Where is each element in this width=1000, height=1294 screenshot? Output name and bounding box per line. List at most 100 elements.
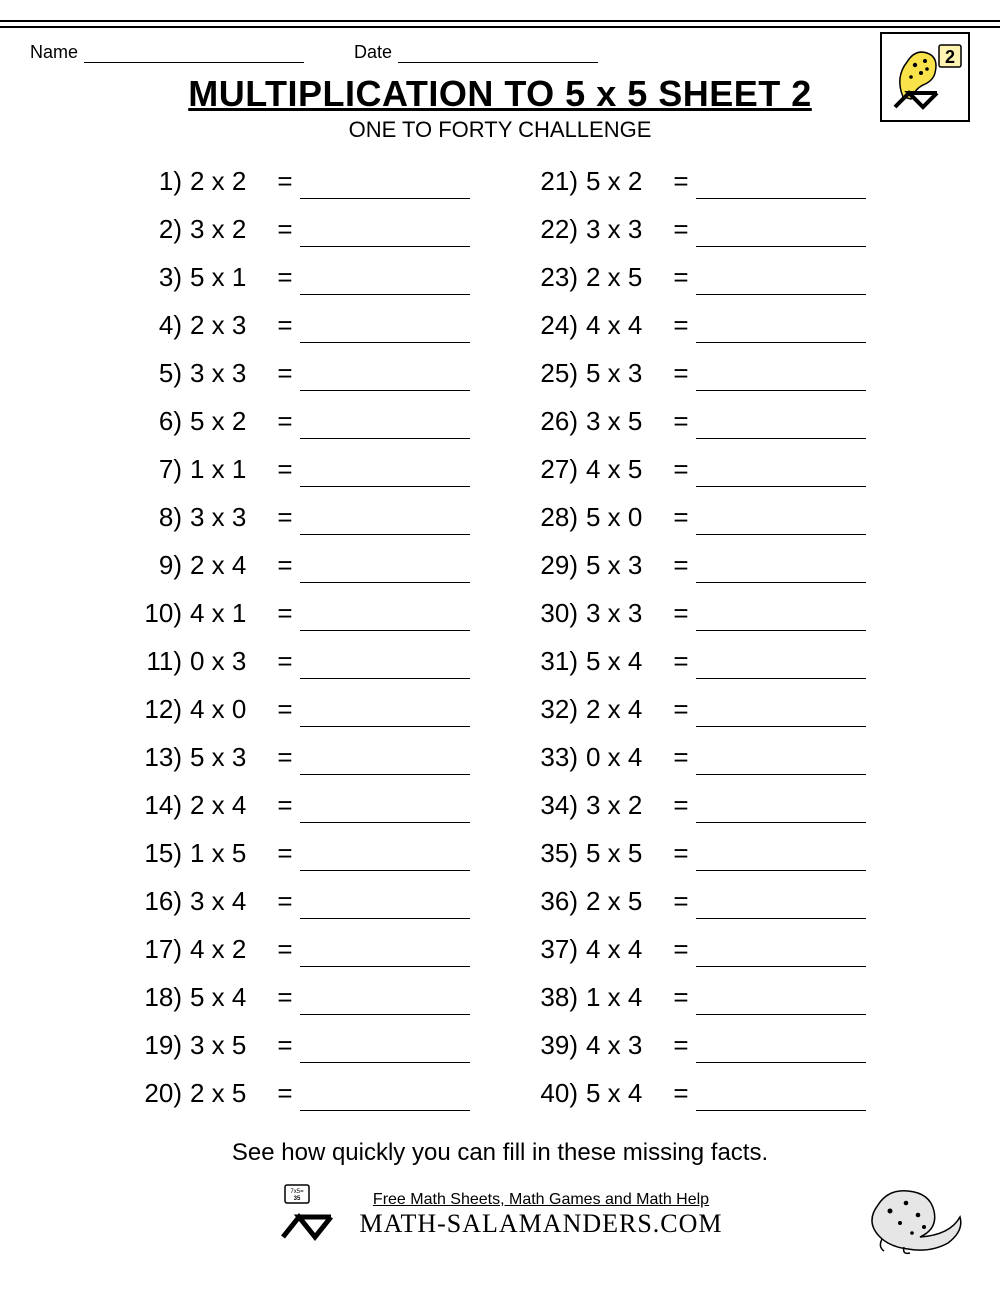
footer-tagline: Free Math Sheets, Math Games and Math He…	[359, 1191, 722, 1209]
problem-row: 30)3 x 3=	[530, 589, 866, 637]
answer-blank[interactable]	[696, 793, 866, 823]
problem-number: 31)	[530, 646, 586, 677]
answer-blank[interactable]	[696, 1081, 866, 1111]
worksheet-title: MULTIPLICATION TO 5 x 5 SHEET 2	[0, 73, 1000, 115]
problem-number: 37)	[530, 934, 586, 965]
answer-blank[interactable]	[300, 217, 470, 247]
problem-expression: 5 x 1	[190, 262, 270, 293]
equals-sign: =	[666, 406, 696, 437]
problem-number: 16)	[134, 886, 190, 917]
problem-expression: 4 x 3	[586, 1030, 666, 1061]
problems-column-right: 21)5 x 2=22)3 x 3=23)2 x 5=24)4 x 4=25)5…	[530, 157, 866, 1117]
problem-expression: 3 x 4	[190, 886, 270, 917]
name-date-fields: Name Date	[30, 38, 598, 63]
salamander-logo-icon: 2	[885, 37, 965, 117]
equals-sign: =	[270, 166, 300, 197]
problem-row: 14)2 x 4=	[134, 781, 470, 829]
problem-number: 29)	[530, 550, 586, 581]
answer-blank[interactable]	[300, 1033, 470, 1063]
answer-blank[interactable]	[300, 601, 470, 631]
answer-blank[interactable]	[696, 313, 866, 343]
footer: 7x5= 35 Free Math Sheets, Math Games and…	[0, 1177, 1000, 1262]
answer-blank[interactable]	[696, 601, 866, 631]
footer-site: MATH-SALAMANDERS.COM	[359, 1209, 722, 1239]
problem-number: 35)	[530, 838, 586, 869]
problem-row: 9)2 x 4=	[134, 541, 470, 589]
equals-sign: =	[270, 694, 300, 725]
answer-blank[interactable]	[300, 649, 470, 679]
equals-sign: =	[666, 790, 696, 821]
equals-sign: =	[270, 502, 300, 533]
answer-blank[interactable]	[696, 169, 866, 199]
problem-expression: 5 x 3	[586, 358, 666, 389]
answer-blank[interactable]	[300, 457, 470, 487]
answer-blank[interactable]	[696, 697, 866, 727]
answer-blank[interactable]	[696, 361, 866, 391]
problem-expression: 5 x 4	[586, 1078, 666, 1109]
problem-expression: 4 x 0	[190, 694, 270, 725]
answer-blank[interactable]	[300, 409, 470, 439]
problem-expression: 0 x 3	[190, 646, 270, 677]
answer-blank[interactable]	[300, 361, 470, 391]
problem-expression: 2 x 3	[190, 310, 270, 341]
problem-number: 10)	[134, 598, 190, 629]
problem-expression: 1 x 5	[190, 838, 270, 869]
answer-blank[interactable]	[696, 457, 866, 487]
answer-blank[interactable]	[696, 937, 866, 967]
grade-badge-number: 2	[945, 47, 955, 67]
answer-blank[interactable]	[300, 985, 470, 1015]
equals-sign: =	[270, 598, 300, 629]
problem-row: 39)4 x 3=	[530, 1021, 866, 1069]
answer-blank[interactable]	[696, 217, 866, 247]
answer-blank[interactable]	[300, 1081, 470, 1111]
top-double-rule	[0, 20, 1000, 28]
name-field: Name	[30, 42, 304, 63]
answer-blank[interactable]	[300, 937, 470, 967]
answer-blank[interactable]	[300, 265, 470, 295]
problem-number: 28)	[530, 502, 586, 533]
title-block: MULTIPLICATION TO 5 x 5 SHEET 2 ONE TO F…	[0, 73, 1000, 143]
problem-row: 17)4 x 2=	[134, 925, 470, 973]
problem-expression: 3 x 3	[586, 214, 666, 245]
equals-sign: =	[666, 694, 696, 725]
answer-blank[interactable]	[300, 745, 470, 775]
equals-sign: =	[666, 646, 696, 677]
problem-number: 5)	[134, 358, 190, 389]
answer-blank[interactable]	[696, 409, 866, 439]
problem-expression: 3 x 2	[586, 790, 666, 821]
date-blank-line[interactable]	[398, 45, 598, 63]
answer-blank[interactable]	[696, 1033, 866, 1063]
problem-row: 5)3 x 3=	[134, 349, 470, 397]
problem-expression: 2 x 5	[586, 886, 666, 917]
name-blank-line[interactable]	[84, 45, 304, 63]
answer-blank[interactable]	[300, 169, 470, 199]
answer-blank[interactable]	[696, 985, 866, 1015]
svg-text:35: 35	[294, 1196, 301, 1202]
answer-blank[interactable]	[300, 313, 470, 343]
answer-blank[interactable]	[696, 841, 866, 871]
answer-blank[interactable]	[696, 505, 866, 535]
answer-blank[interactable]	[300, 841, 470, 871]
problem-expression: 4 x 4	[586, 934, 666, 965]
answer-blank[interactable]	[696, 265, 866, 295]
problem-row: 26)3 x 5=	[530, 397, 866, 445]
answer-blank[interactable]	[300, 553, 470, 583]
problem-number: 39)	[530, 1030, 586, 1061]
problem-row: 13)5 x 3=	[134, 733, 470, 781]
problem-number: 2)	[134, 214, 190, 245]
problem-row: 27)4 x 5=	[530, 445, 866, 493]
worksheet-grid: 1)2 x 2=2)3 x 2=3)5 x 1=4)2 x 3=5)3 x 3=…	[0, 143, 1000, 1127]
answer-blank[interactable]	[696, 649, 866, 679]
answer-blank[interactable]	[696, 745, 866, 775]
equals-sign: =	[270, 1030, 300, 1061]
answer-blank[interactable]	[696, 553, 866, 583]
problem-number: 20)	[134, 1078, 190, 1109]
answer-blank[interactable]	[300, 889, 470, 919]
problem-row: 29)5 x 3=	[530, 541, 866, 589]
problem-expression: 4 x 1	[190, 598, 270, 629]
answer-blank[interactable]	[300, 697, 470, 727]
answer-blank[interactable]	[696, 889, 866, 919]
problem-number: 19)	[134, 1030, 190, 1061]
answer-blank[interactable]	[300, 505, 470, 535]
answer-blank[interactable]	[300, 793, 470, 823]
